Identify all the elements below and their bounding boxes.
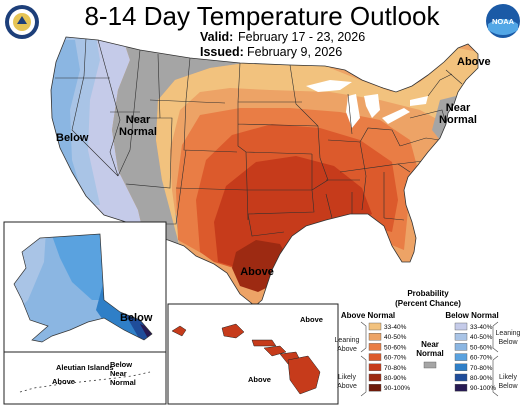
legend-above-swatch-4 — [368, 353, 382, 361]
legend-above-header: Above Normal — [341, 311, 395, 320]
label-eastcoast-near-2: Normal — [439, 114, 477, 126]
label-south-above: Above — [240, 266, 274, 278]
legend-near-normal-swatch — [423, 361, 437, 369]
label-aleutian-near: Near — [110, 369, 127, 378]
legend-below-swatch-5 — [454, 363, 468, 371]
legend-near-1: Near — [421, 340, 439, 349]
aleutian-inset: Aleutian Islands Above Below Near Normal — [3, 351, 167, 405]
label-hawaii-above-south: Above — [248, 375, 271, 384]
label-northeast-above: Above — [457, 56, 491, 68]
legend-below-swatch-1 — [454, 322, 468, 331]
legend-above-bin-label-1: 33-40% — [384, 324, 407, 331]
valid-label: Valid: — [200, 30, 233, 44]
likely-above-1: Likely — [338, 374, 356, 381]
below-50-60-region — [51, 40, 84, 200]
label-west-below: Below — [56, 132, 89, 144]
legend-below-swatch-4 — [454, 353, 468, 361]
legend-above-swatch-3 — [368, 343, 382, 351]
east-coast-near-normal-region — [432, 96, 458, 140]
legend-above-scale: 33-40% 40-50% 50-60% 60-70% 70-80% 80-90% 90-1… — [368, 322, 410, 392]
leaning-above-1: Leaning — [335, 337, 360, 344]
likely-below-1: Likely — [499, 374, 517, 381]
legend-above-swatch-2 — [368, 333, 382, 341]
legend-below-swatch-3 — [454, 343, 468, 351]
issued-date: February 9, 2026 — [247, 45, 342, 59]
legend-below-bin-label-1: 33-40% — [470, 324, 493, 331]
likely-above-2: Above — [337, 383, 357, 390]
label-mountain-near-1: Near — [126, 114, 151, 126]
leaning-below-2: Below — [498, 339, 518, 346]
valid-dates: February 17 - 23, 2026 — [238, 30, 365, 44]
label-mountain-near-2: Normal — [119, 126, 157, 138]
label-aleutian-normal: Normal — [110, 378, 136, 387]
legend-above-bin-label-3: 50-60% — [384, 344, 407, 351]
legend-below-swatch-7 — [454, 384, 468, 392]
hawaii-inset: Above Above — [167, 303, 339, 405]
page-title: 8-14 Day Temperature Outlook — [84, 1, 440, 31]
legend-below-bin-label-6: 80-90% — [470, 375, 493, 382]
label-aleutian-islands: Aleutian Islands — [56, 363, 114, 372]
legend-below-bin-label-3: 50-60% — [470, 344, 493, 351]
legend-below-bin-label-7: 90-100% — [470, 385, 496, 392]
legend-above-bin-label-2: 40-50% — [384, 334, 407, 341]
legend-above-bin-label-5: 70-80% — [384, 365, 407, 372]
commerce-seal-icon — [5, 5, 39, 39]
alaska-inset: Below — [3, 221, 167, 353]
legend-title-2: (Percent Chance) — [395, 299, 461, 308]
leaning-below-1: Leaning — [496, 330, 521, 337]
legend-above-bin-label-4: 60-70% — [384, 355, 407, 362]
legend-above-swatch-6 — [368, 373, 382, 382]
legend: Probability (Percent Chance) Above Norma… — [335, 289, 521, 397]
legend-below-header: Below Normal — [445, 311, 498, 320]
legend-near-2: Normal — [416, 349, 444, 358]
legend-below-swatch-6 — [454, 373, 468, 382]
label-aleutian-below: Below — [110, 360, 132, 369]
leaning-above-2: Above — [337, 346, 357, 353]
label-alaska-below: Below — [120, 312, 153, 324]
legend-below-bin-label-4: 60-70% — [470, 355, 493, 362]
legend-below-bin-label-5: 70-80% — [470, 365, 493, 372]
label-eastcoast-near-1: Near — [446, 102, 471, 114]
issued-label: Issued: — [200, 45, 244, 59]
legend-below-bin-label-2: 40-50% — [470, 334, 493, 341]
near-normal-region — [112, 37, 252, 248]
label-hawaii-above-north: Above — [300, 315, 323, 324]
legend-above-swatch-5 — [368, 363, 382, 371]
above-33-40-region — [156, 37, 478, 248]
legend-below-swatch-2 — [454, 333, 468, 341]
label-aleutian-above: Above — [52, 377, 75, 386]
alaska-below-60-70 — [50, 234, 110, 300]
legend-above-bin-label-6: 80-90% — [384, 375, 407, 382]
noaa-logo-text: NOAA — [492, 17, 515, 26]
state-boundaries — [55, 37, 463, 237]
likely-below-2: Below — [498, 383, 518, 390]
legend-above-bin-label-7: 90-100% — [384, 385, 410, 392]
legend-title-1: Probability — [407, 289, 449, 298]
legend-above-swatch-1 — [368, 322, 382, 331]
legend-below-scale: 33-40% 40-50% 50-60% 60-70% 70-80% 80-90% 90-1… — [454, 322, 496, 392]
legend-above-swatch-7 — [368, 384, 382, 392]
noaa-logo-icon: NOAA — [486, 4, 520, 38]
